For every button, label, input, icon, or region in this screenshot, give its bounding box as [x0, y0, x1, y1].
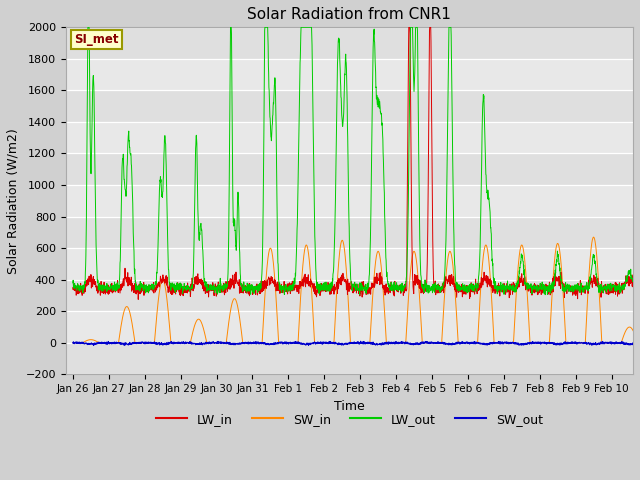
Bar: [66, 27, 633, 59]
SW_in: [589, 234, 597, 240]
LW_out: [84, 24, 92, 30]
Line: LW_out: LW_out: [73, 27, 640, 295]
SW_out: [566, 340, 573, 346]
Bar: [66, 154, 633, 185]
SW_in: [127, 312, 134, 317]
LW_out: [636, 288, 640, 293]
Line: LW_in: LW_in: [73, 27, 640, 300]
LW_in: [534, 292, 541, 298]
SW_out: [396, 340, 403, 346]
SW_in: [566, 340, 573, 346]
SW_out: [69, 340, 77, 346]
LW_out: [395, 285, 403, 290]
LW_out: [566, 285, 573, 290]
LW_in: [127, 282, 134, 288]
SW_out: [251, 340, 259, 346]
LW_in: [636, 288, 640, 294]
X-axis label: Time: Time: [334, 400, 365, 413]
SW_in: [250, 340, 258, 346]
LW_out: [251, 284, 259, 289]
Line: SW_in: SW_in: [73, 237, 640, 343]
SW_in: [395, 340, 403, 346]
Y-axis label: Solar Radiation (W/m2): Solar Radiation (W/m2): [7, 128, 20, 274]
LW_out: [541, 292, 549, 298]
LW_in: [134, 297, 142, 302]
Bar: [66, 216, 633, 248]
SW_out: [127, 341, 134, 347]
SW_out: [90, 343, 97, 348]
SW_in: [533, 340, 541, 346]
LW_in: [405, 24, 413, 30]
Bar: [66, 90, 633, 122]
Text: SI_met: SI_met: [74, 33, 119, 46]
LW_in: [69, 285, 77, 290]
Title: Solar Radiation from CNR1: Solar Radiation from CNR1: [248, 7, 451, 22]
SW_in: [69, 340, 77, 346]
Legend: LW_in, SW_in, LW_out, SW_out: LW_in, SW_in, LW_out, SW_out: [151, 408, 548, 431]
LW_in: [566, 284, 573, 290]
SW_out: [534, 340, 541, 346]
SW_in: [636, 340, 640, 346]
SW_out: [357, 338, 365, 344]
Bar: [66, 343, 633, 374]
LW_out: [127, 152, 134, 158]
Bar: [66, 280, 633, 311]
LW_out: [533, 286, 541, 291]
SW_out: [636, 339, 640, 345]
LW_in: [251, 288, 259, 294]
LW_out: [69, 280, 77, 286]
Line: SW_out: SW_out: [73, 341, 640, 346]
LW_in: [395, 287, 403, 292]
